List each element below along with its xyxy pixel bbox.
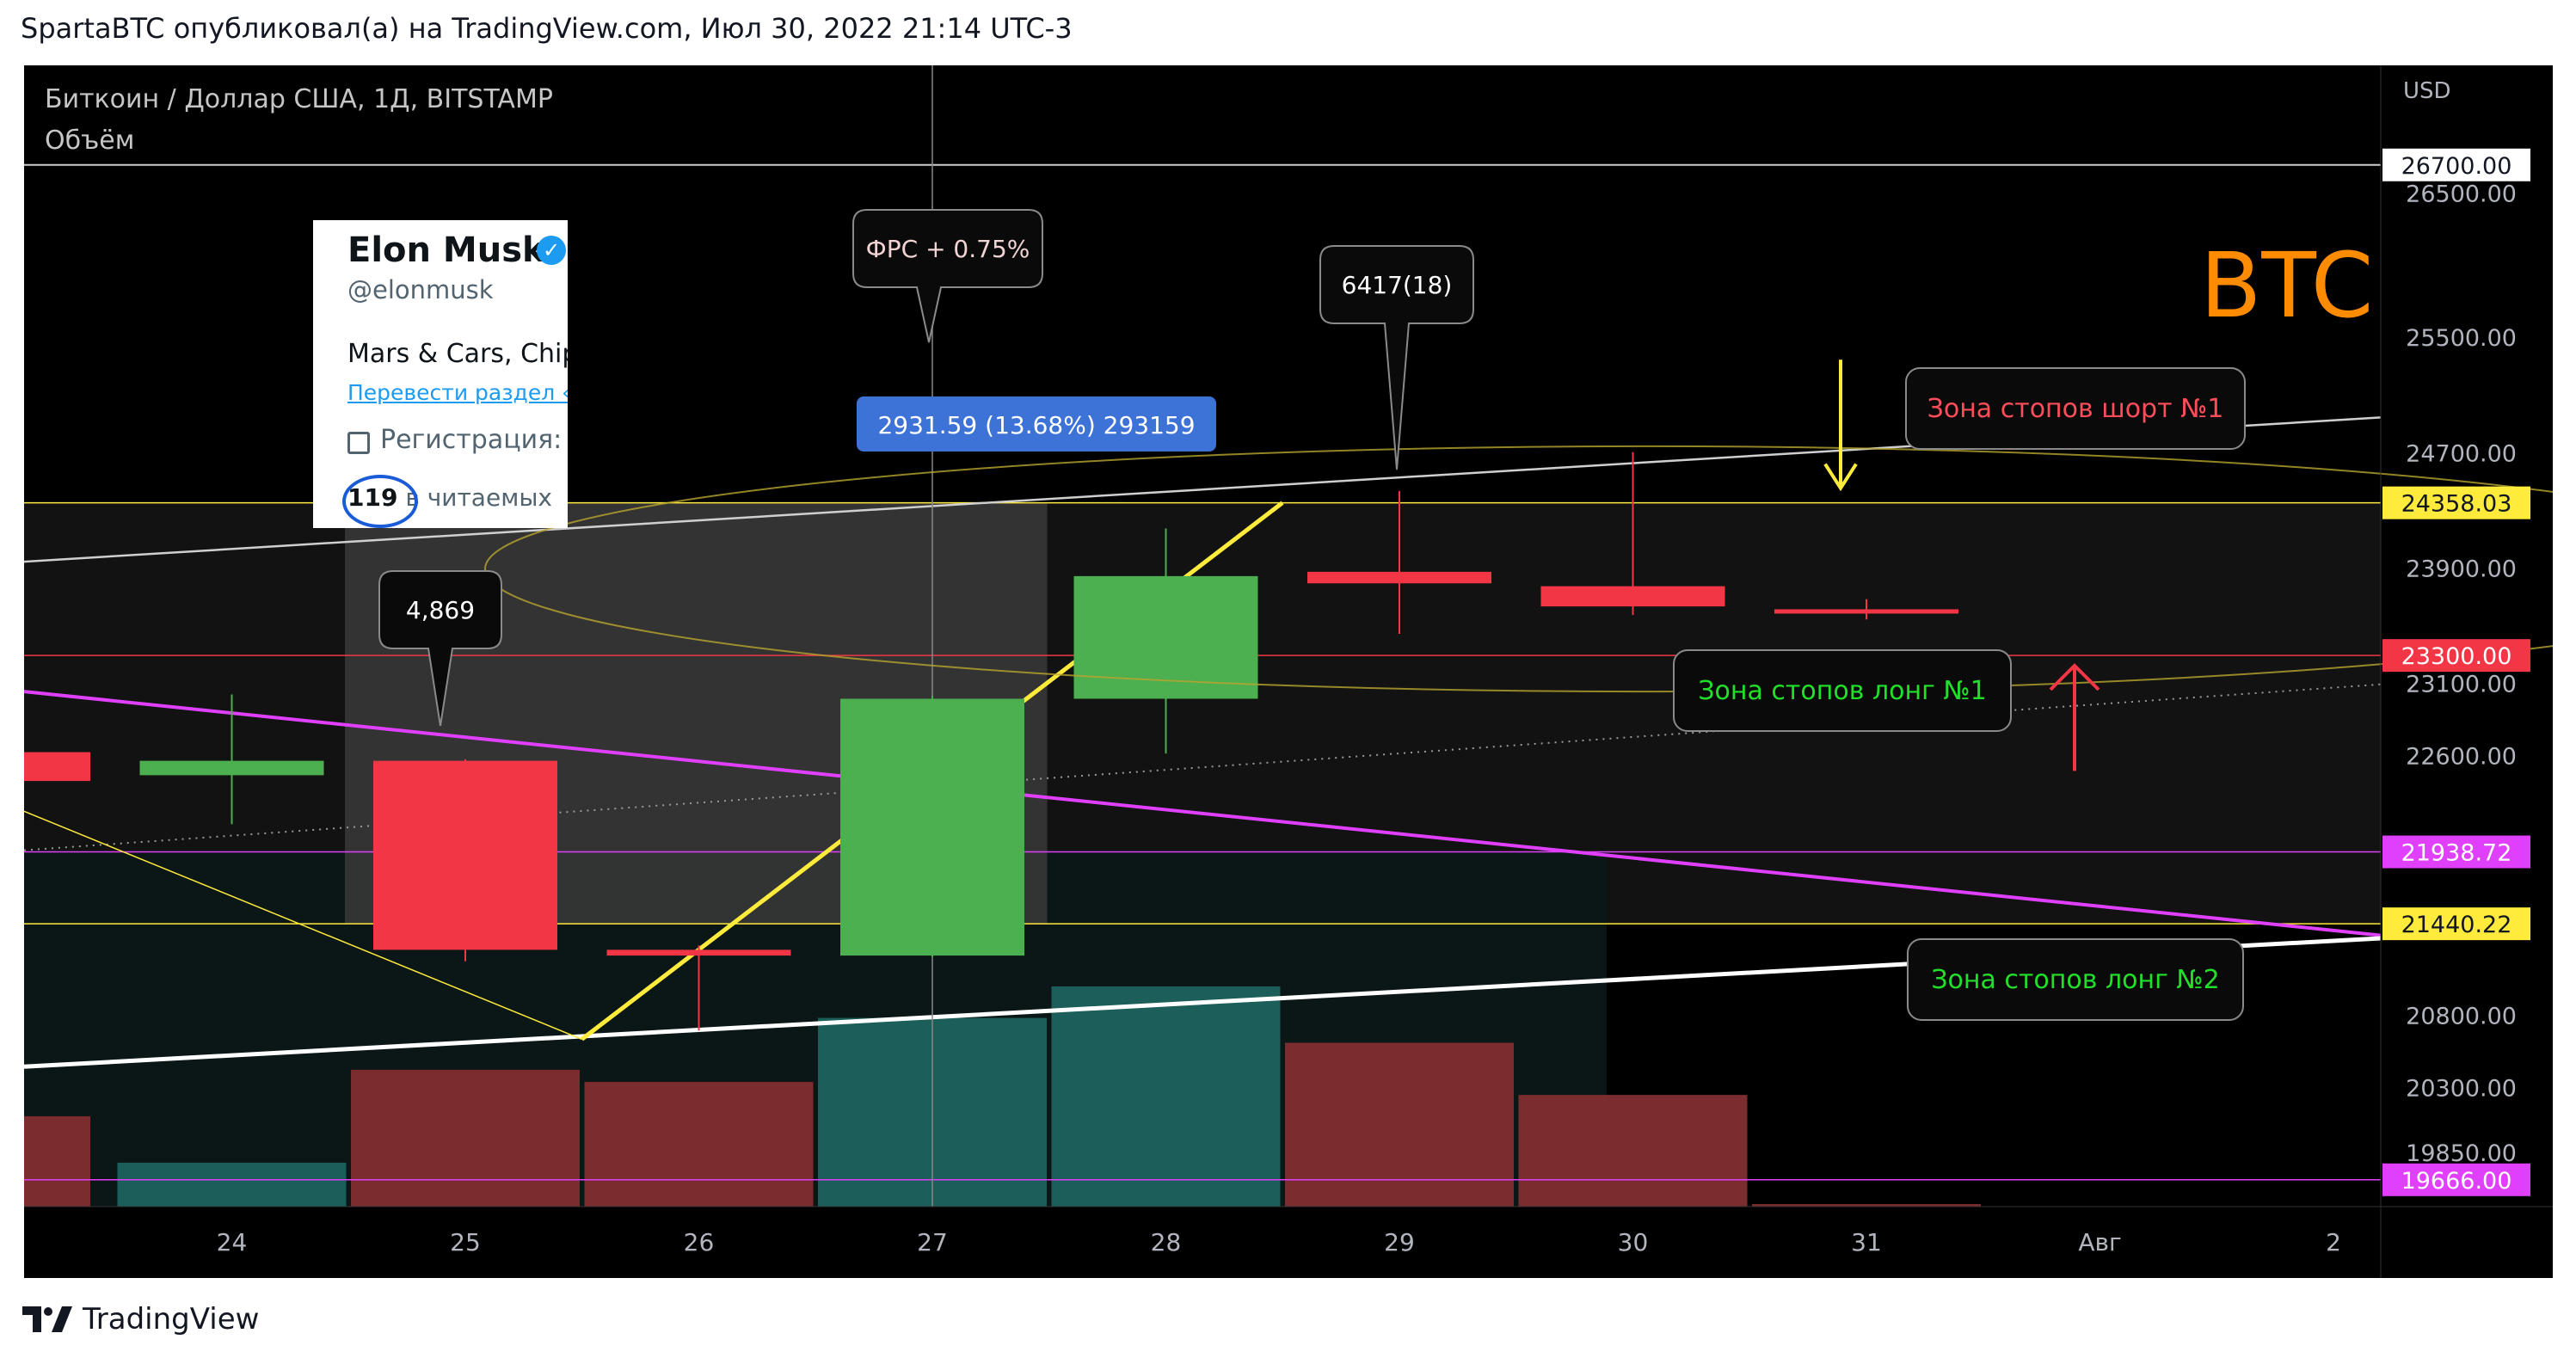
indicator-legend[interactable]: Объём xyxy=(45,126,135,156)
pump-callout-box xyxy=(1319,245,1474,470)
fed-callout-label: ФРС + 0.75% xyxy=(866,235,1030,263)
volume-bar-24 xyxy=(117,1162,347,1207)
drop-callout-box xyxy=(378,570,502,727)
tweet-bio: Mars & Cars, Chip xyxy=(347,339,568,369)
long-zone-1-box xyxy=(1673,649,2012,732)
price-tick-22600: 22600.00 xyxy=(2406,744,2517,771)
price-label-26700.00: 26700.00 xyxy=(2401,153,2512,180)
price-label-box-19666.00 xyxy=(2382,1163,2530,1196)
price-label-box-21938.72 xyxy=(2382,835,2530,869)
price-tick-26500: 26500.00 xyxy=(2406,181,2517,207)
candle-body-30 xyxy=(1540,586,1725,607)
volume-bar-28 xyxy=(1051,986,1281,1207)
time-tick-24: 24 xyxy=(217,1228,248,1256)
long-zone-2-box xyxy=(1907,938,2244,1021)
price-label-19666.00: 19666.00 xyxy=(2401,1168,2512,1195)
short-zone-box xyxy=(1905,367,2246,450)
time-tick-25: 25 xyxy=(450,1228,481,1256)
price-label-box-26700.00 xyxy=(2382,148,2530,181)
volume-bar-26 xyxy=(584,1081,814,1207)
tradingview-footer: TradingView xyxy=(22,1302,259,1336)
price-label-21938.72: 21938.72 xyxy=(2401,840,2512,867)
chart-canvas[interactable]: ФРС + 0.75% 6417(18) 4,869 2931.59 (13.68%)… xyxy=(24,65,2553,1278)
volume-bar-30 xyxy=(1518,1095,1748,1207)
calendar-icon xyxy=(347,432,370,454)
tradingview-logo-icon xyxy=(22,1306,72,1332)
highlight-circle xyxy=(342,475,418,528)
time-tick-31: 31 xyxy=(1851,1228,1882,1256)
price-tick-25500: 25500.00 xyxy=(2406,325,2517,352)
stop-zone-ellipse xyxy=(484,445,2553,693)
tweet-registration: Регистрация: и xyxy=(380,425,568,455)
verified-badge-icon: ✓ xyxy=(537,236,566,265)
volume-bar-31 xyxy=(1752,1204,1981,1207)
time-tick-Авг: Авг xyxy=(2078,1228,2121,1256)
candle-body-23 xyxy=(24,752,90,782)
price-label-23300.00: 23300.00 xyxy=(2401,643,2512,670)
price-label-box-24358.03 xyxy=(2382,486,2530,519)
price-tick-20800: 20800.00 xyxy=(2406,1004,2517,1030)
candle-body-24 xyxy=(139,760,324,776)
thin-yellow-line xyxy=(24,810,582,1041)
price-label-box-23300.00 xyxy=(2382,639,2530,673)
measure-label-box xyxy=(857,396,1216,452)
pump-callout-label: 6417(18) xyxy=(1342,271,1453,299)
time-tick-28: 28 xyxy=(1151,1228,1182,1256)
drop-callout-label: 4,869 xyxy=(406,596,475,624)
price-tick-20300: 20300.00 xyxy=(2406,1075,2517,1102)
price-tick-19850: 19850.00 xyxy=(2406,1140,2517,1167)
short-arrow-icon xyxy=(1823,463,1858,492)
measure-label: 2931.59 (13.68%) 293159 xyxy=(877,411,1195,439)
price-tick-24700: 24700.00 xyxy=(2406,440,2517,467)
volume-bar-23 xyxy=(24,1115,90,1207)
candle-body-26 xyxy=(606,949,791,956)
candle-body-25 xyxy=(373,760,557,950)
price-tick-23900: 23900.00 xyxy=(2406,556,2517,582)
price-label-21440.22: 21440.22 xyxy=(2401,912,2512,938)
volume-bar-25 xyxy=(351,1069,580,1207)
price-scale-currency: USD xyxy=(2403,78,2451,104)
time-tick-2: 2 xyxy=(2326,1228,2341,1256)
magenta-trend-line xyxy=(24,690,2382,937)
tweet-profile-overlay: Elon Musk ✓ @elonmusk Mars & Cars, Chip … xyxy=(313,220,568,528)
fed-callout-box xyxy=(852,209,1043,343)
symbol-legend[interactable]: Биткоин / Доллар США, 1Д, BITSTAMP xyxy=(45,84,553,114)
volume-bar-29 xyxy=(1285,1042,1514,1207)
time-tick-29: 29 xyxy=(1384,1228,1415,1256)
tweet-handle: @elonmusk xyxy=(347,275,494,304)
tweet-translate-link: Перевести раздел «О xyxy=(347,380,568,405)
candle-body-28 xyxy=(1073,575,1258,699)
candle-body-27 xyxy=(840,698,1024,956)
following-label: в читаемых xyxy=(397,483,552,512)
long-zone-1-label: Зона стопов лонг №1 xyxy=(1698,676,1986,706)
long-zone-2-label: Зона стопов лонг №2 xyxy=(1931,965,2219,995)
price-tick-23100: 23100.00 xyxy=(2406,672,2517,698)
price-label-box-21440.22 xyxy=(2382,907,2530,941)
time-tick-27: 27 xyxy=(917,1228,948,1256)
publish-header: SpartaBTC опубликовал(а) на TradingView.… xyxy=(21,12,1073,45)
tweet-name: Elon Musk xyxy=(347,230,545,270)
short-zone-label: Зона стопов шорт №1 xyxy=(1927,394,2224,424)
price-label-24358.03: 24358.03 xyxy=(2401,491,2512,518)
time-tick-26: 26 xyxy=(684,1228,715,1256)
chart-area[interactable]: ФРС + 0.75% 6417(18) 4,869 2931.59 (13.68%)… xyxy=(24,65,2553,1278)
long-arrow-icon xyxy=(2049,663,2100,691)
candle-body-31 xyxy=(1774,609,1958,614)
time-tick-30: 30 xyxy=(1618,1228,1649,1256)
candle-body-29 xyxy=(1307,571,1491,584)
chart-title: BTC xyxy=(2200,233,2373,338)
tradingview-brand: TradingView xyxy=(83,1302,260,1336)
